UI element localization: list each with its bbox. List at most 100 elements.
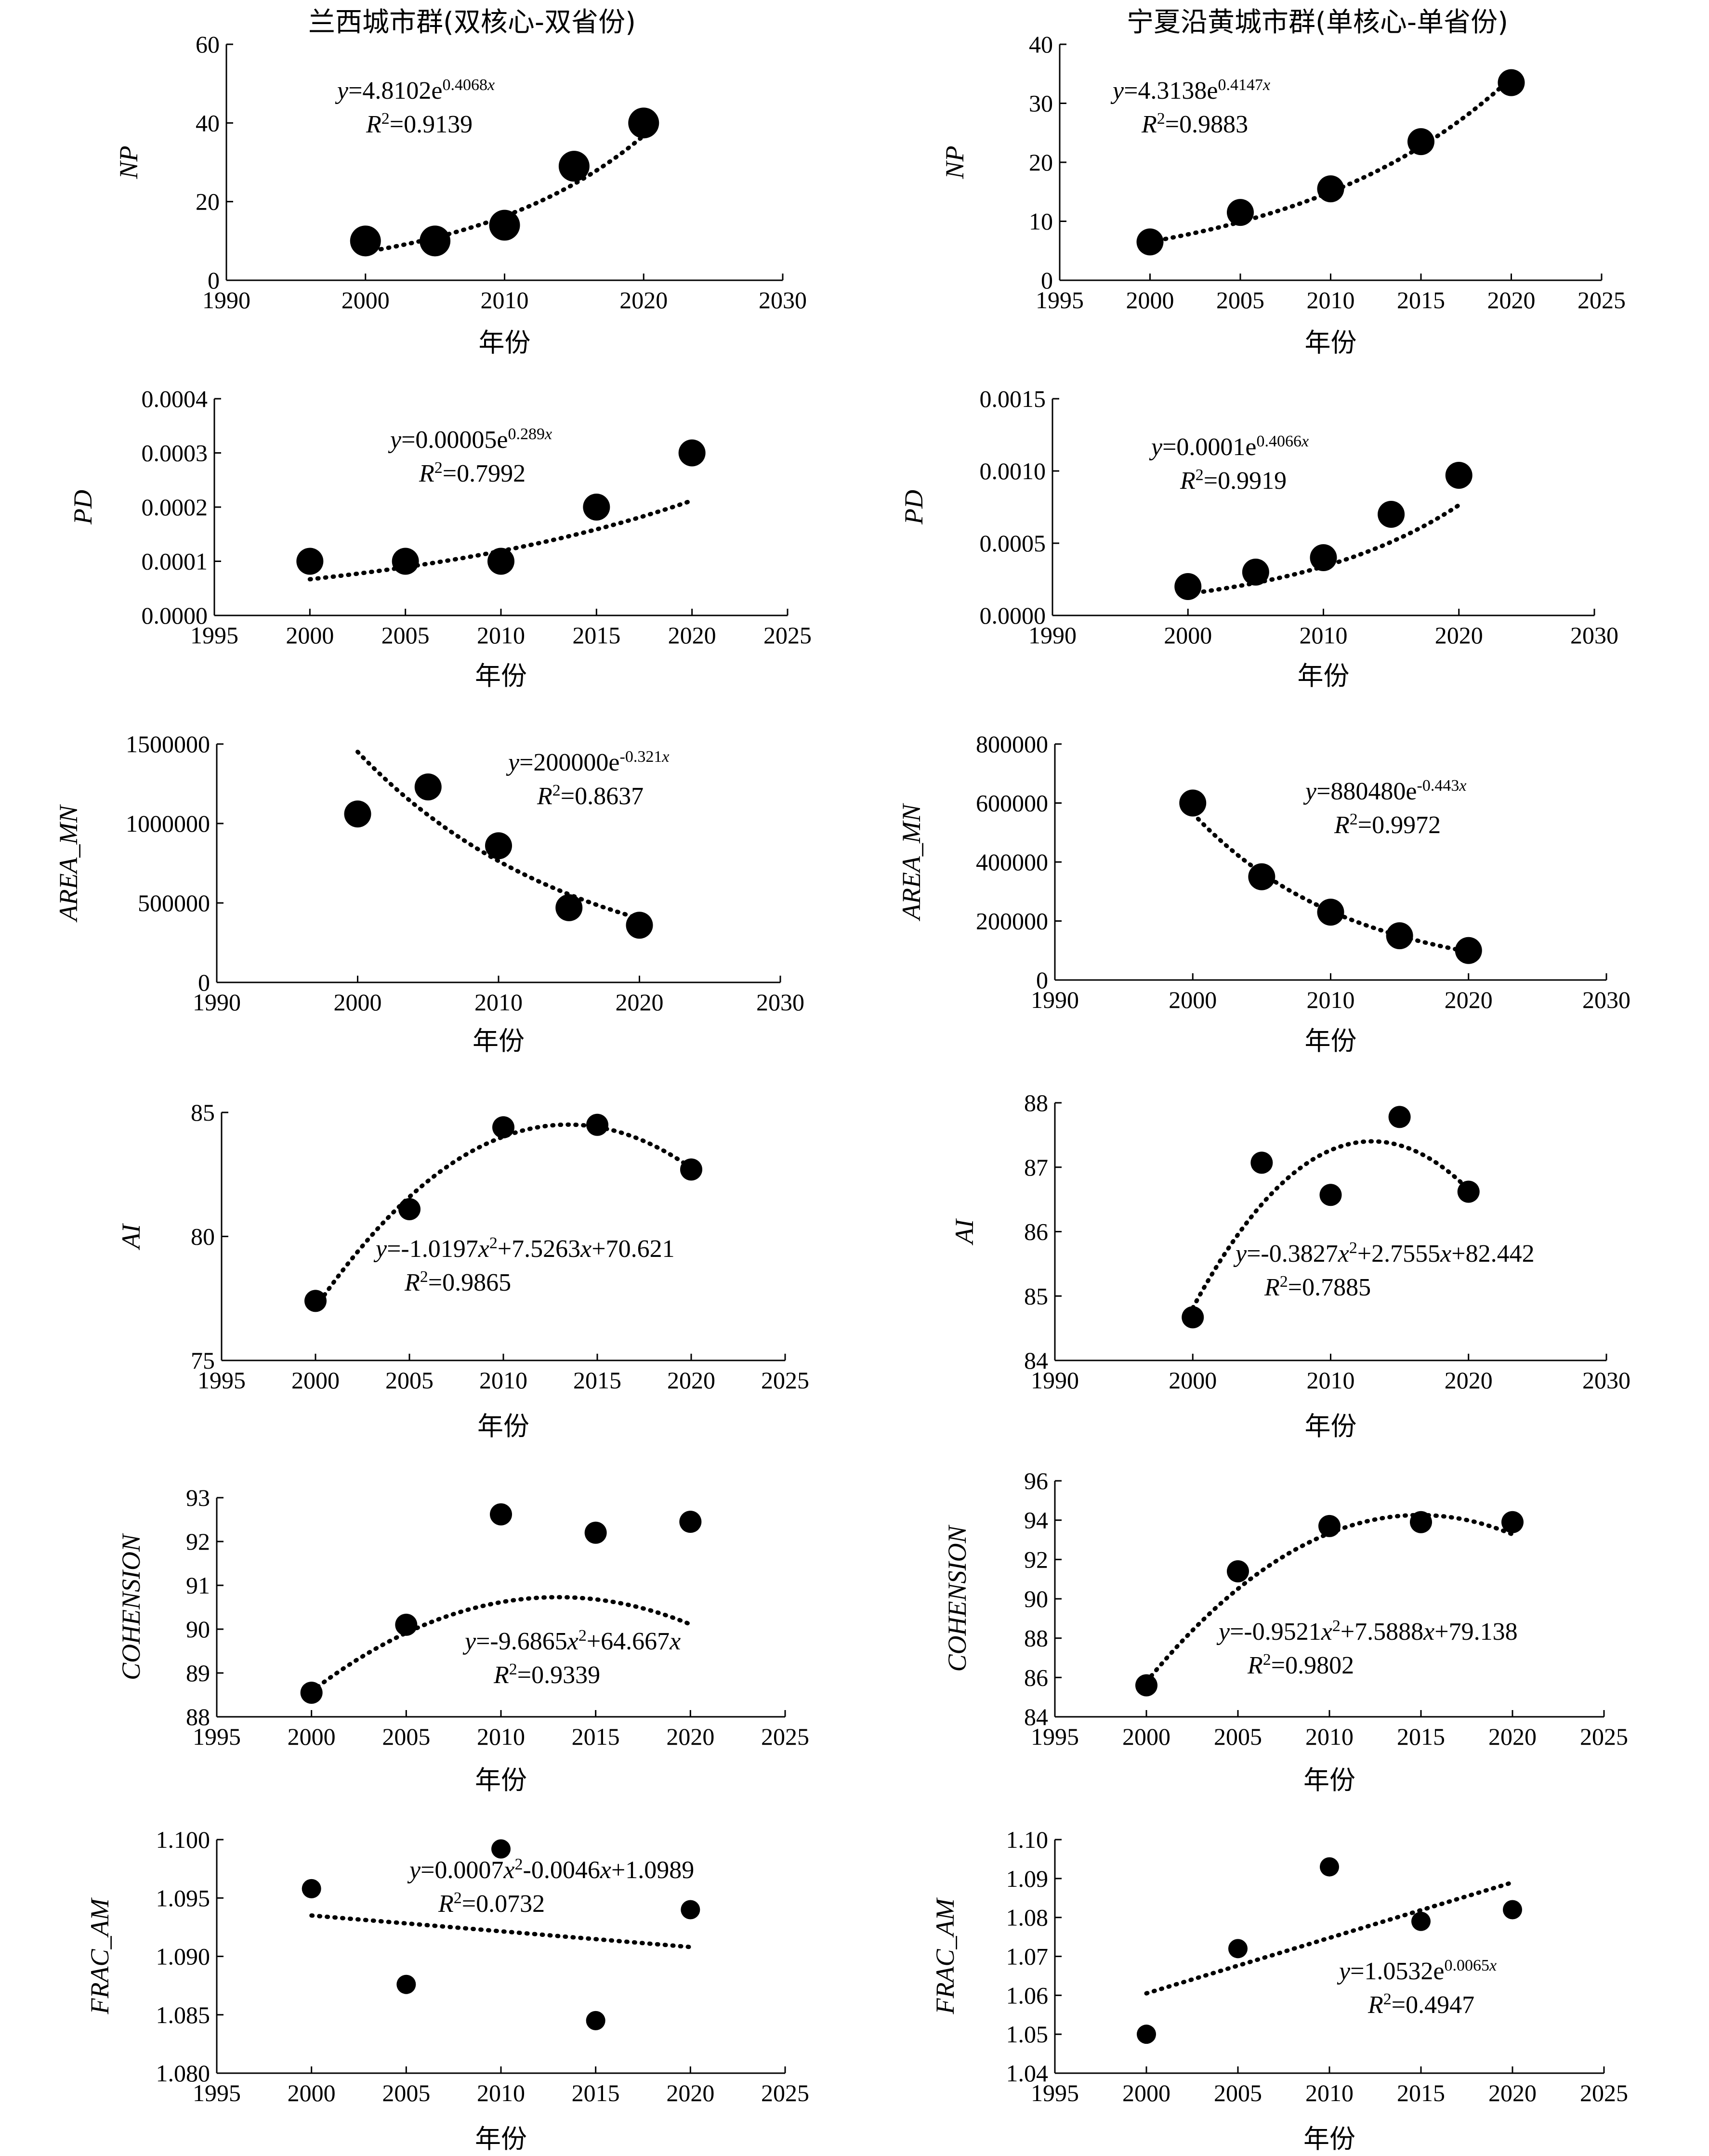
x-axis-title: 年份 xyxy=(475,2124,527,2154)
r-squared-label: R2=0.9919 xyxy=(1180,466,1287,495)
x-tick-label: 2005 xyxy=(382,1723,430,1750)
y-axis-title: COHENSION xyxy=(943,1525,972,1672)
data-point xyxy=(678,439,706,467)
x-tick-label: 2010 xyxy=(1307,1367,1355,1394)
trend-equation: y=1.0532e0.0065x xyxy=(1337,1957,1497,1986)
y-axis-title: AI xyxy=(117,1223,145,1250)
data-point xyxy=(1503,1900,1522,1920)
chart-ai-right: 1990 2000 2010 2020 2030 84 85 86 87 88 年份 AI y=-0.3… xyxy=(950,1089,1630,1441)
x-tick-label: 2025 xyxy=(761,1367,809,1394)
data-point xyxy=(414,773,442,801)
x-tick-label: 2030 xyxy=(756,989,804,1016)
data-point xyxy=(350,225,381,257)
x-axis-title: 年份 xyxy=(1305,1026,1357,1056)
data-point xyxy=(1320,1857,1339,1877)
data-point xyxy=(1242,559,1269,586)
y-tick-label: 1.100 xyxy=(156,1826,210,1853)
data-point xyxy=(679,1511,702,1533)
data-point xyxy=(586,1113,608,1136)
y-tick-label: 1.08 xyxy=(1006,1904,1049,1931)
data-point xyxy=(489,209,520,241)
x-tick-label: 2020 xyxy=(616,989,664,1016)
data-point xyxy=(1498,69,1525,96)
trend-equation: y=0.00005e0.289x xyxy=(388,425,552,454)
x-tick-label: 2020 xyxy=(667,1367,715,1394)
y-tick-label: 94 xyxy=(1024,1507,1048,1534)
x-tick-label: 2010 xyxy=(1300,622,1348,649)
x-tick-label: 1995 xyxy=(1031,2079,1079,2106)
y-tick-label: 88 xyxy=(1024,1625,1048,1652)
x-tick-label: 2000 xyxy=(1122,1723,1170,1750)
data-point xyxy=(1317,899,1344,926)
x-axis-title: 年份 xyxy=(1298,661,1350,691)
y-axis-title: COHENSION xyxy=(117,1533,145,1680)
x-tick-label: 1995 xyxy=(197,1367,246,1394)
y-tick-label: 1.09 xyxy=(1006,1865,1049,1892)
y-tick-label: 85 xyxy=(191,1099,215,1126)
data-point xyxy=(586,2011,605,2030)
y-tick-label: 0.0002 xyxy=(142,494,208,521)
y-tick-label: 92 xyxy=(1024,1546,1048,1573)
x-axis-title: 年份 xyxy=(1303,2124,1355,2154)
x-tick-label: 2000 xyxy=(286,622,334,649)
data-point xyxy=(558,151,590,182)
data-point xyxy=(1445,462,1472,489)
y-tick-label: 0 xyxy=(208,267,220,294)
data-point xyxy=(1248,863,1275,890)
chart-frac-left: 1995 2000 2005 2010 2015 2020 2025 1.080 1.085 1.… xyxy=(85,1826,809,2154)
data-point xyxy=(1182,1306,1204,1329)
data-point xyxy=(1411,1911,1431,1931)
x-tick-label: 2010 xyxy=(1305,1723,1354,1750)
x-tick-label: 2020 xyxy=(619,287,668,314)
y-tick-label: 0.0015 xyxy=(980,385,1046,412)
data-point xyxy=(300,1681,323,1704)
data-point xyxy=(1310,544,1337,571)
data-point xyxy=(420,225,451,257)
y-tick-label: 200000 xyxy=(976,908,1048,935)
r-squared-label: R2=0.9139 xyxy=(366,110,473,139)
x-axis-title: 年份 xyxy=(477,1411,529,1441)
data-point xyxy=(492,1116,514,1138)
y-tick-label: 0.0003 xyxy=(142,440,208,467)
data-point xyxy=(1318,1515,1341,1537)
x-tick-label: 2025 xyxy=(761,2079,809,2106)
r-squared-label: R2=0.9339 xyxy=(493,1660,600,1689)
y-tick-label: 500000 xyxy=(138,889,210,916)
chart-frac-right: 1995 2000 2005 2010 2015 2020 2025 1.04 1.05 1.06… xyxy=(931,1826,1628,2154)
y-tick-label: 1.085 xyxy=(156,2001,210,2028)
data-point xyxy=(583,494,610,521)
y-tick-label: 86 xyxy=(1024,1218,1048,1245)
chart-np-right: 1995 2000 2005 2010 2015 2020 2025 0 10 20 30 40 年份 N… xyxy=(940,31,1626,358)
x-tick-label: 2025 xyxy=(1580,1723,1628,1750)
x-tick-label: 2030 xyxy=(1582,986,1630,1013)
data-point xyxy=(485,832,512,860)
x-tick-label: 2020 xyxy=(1487,287,1536,314)
data-point xyxy=(1250,1151,1273,1174)
y-axis-title: AREA_MN xyxy=(54,804,83,923)
data-point xyxy=(1227,1560,1249,1582)
y-tick-label: 60 xyxy=(196,31,220,58)
x-axis-title: 年份 xyxy=(475,661,527,691)
x-axis-title: 年份 xyxy=(473,1026,525,1056)
x-tick-label: 1990 xyxy=(1031,1367,1079,1394)
x-tick-label: 2015 xyxy=(572,622,620,649)
x-tick-label: 1990 xyxy=(193,989,241,1016)
x-tick-label: 2005 xyxy=(381,622,430,649)
trend-equation: y=-1.0197x2+7.5263x+70.621 xyxy=(373,1234,675,1263)
data-point xyxy=(1135,1674,1157,1697)
trend-equation: y=-0.9521x2+7.5888x+79.138 xyxy=(1216,1617,1518,1646)
r-squared-label: R2=0.9865 xyxy=(404,1268,511,1297)
y-tick-label: 0.0001 xyxy=(142,548,208,575)
x-tick-label: 2000 xyxy=(1164,622,1212,649)
x-tick-label: 2025 xyxy=(761,1723,809,1750)
y-tick-label: 1.06 xyxy=(1006,1982,1049,2009)
x-tick-label: 2020 xyxy=(1435,622,1483,649)
data-point xyxy=(680,1158,702,1181)
data-point xyxy=(490,1503,512,1526)
x-tick-label: 2020 xyxy=(1488,1723,1537,1750)
y-tick-label: 89 xyxy=(186,1659,210,1686)
x-tick-label: 2010 xyxy=(477,1723,525,1750)
y-tick-label: 0.0004 xyxy=(142,385,208,412)
x-tick-label: 2030 xyxy=(1570,622,1618,649)
